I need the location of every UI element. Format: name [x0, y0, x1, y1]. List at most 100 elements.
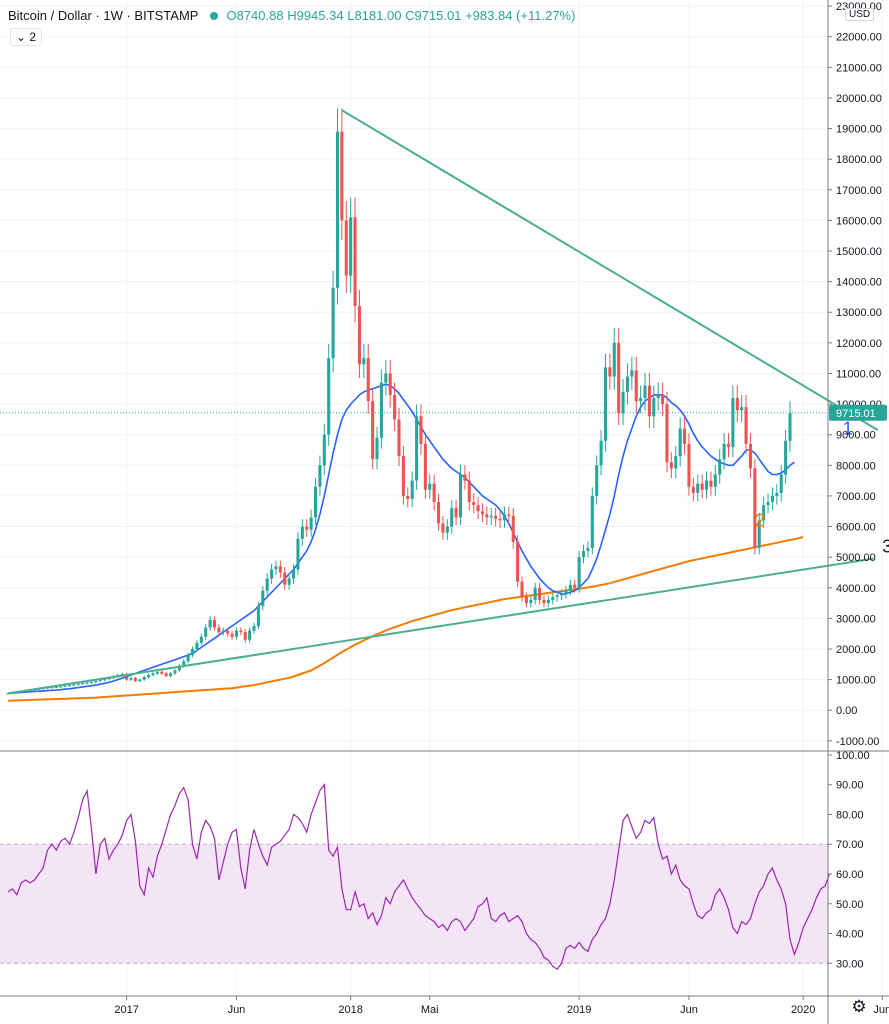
candle-body: [678, 428, 682, 457]
change-value: +983.84 (+11.27%): [465, 8, 576, 23]
candle-body: [476, 505, 480, 512]
candle-body: [533, 587, 537, 600]
candle-body: [190, 648, 195, 656]
time-axis[interactable]: 2017 Jun 2018 Mai 2019 Jun 2020 Jun: [114, 996, 889, 1016]
candle-body: [133, 678, 137, 682]
candle-body: [54, 686, 58, 688]
candle-body: [63, 685, 67, 687]
annotation-label: 2: [755, 511, 765, 531]
candle-body: [397, 419, 401, 457]
candle-body: [586, 547, 590, 552]
candle-body: [147, 675, 151, 678]
rsi-band: [0, 844, 828, 964]
candle-body: [177, 665, 181, 671]
candle-body: [735, 397, 739, 411]
price-tick-label: 15000.00: [836, 246, 882, 258]
candle-body: [335, 131, 340, 288]
candle-body: [182, 661, 186, 666]
gear-icon[interactable]: ⚙: [851, 997, 867, 1016]
candle-body: [700, 483, 704, 490]
candle-body: [696, 483, 700, 493]
candle-body: [450, 508, 454, 527]
candle-body: [212, 619, 217, 628]
time-tick-label: 2018: [338, 1004, 362, 1016]
rsi-axis[interactable]: 100.00 90.00 80.00 70.00 60.00 50.00 40.00 30.0…: [828, 750, 870, 970]
candle-body: [406, 495, 410, 499]
candle-body: [349, 217, 353, 276]
candle-body: [524, 596, 528, 604]
candle-body: [507, 514, 511, 516]
candle-body: [437, 502, 441, 524]
price-tick-label: 13000.00: [836, 307, 882, 319]
currency-badge[interactable]: USD: [845, 8, 875, 21]
candle-body: [691, 486, 695, 493]
candle-body: [573, 584, 577, 588]
candle-body: [625, 376, 629, 392]
candle-body: [520, 581, 524, 597]
time-tick-label: 2019: [567, 1004, 591, 1016]
indicator-toggle-button[interactable]: ⌄ 2: [10, 28, 43, 46]
candle-body: [467, 480, 471, 503]
price-tick-label: 8000.00: [836, 460, 876, 472]
candle-body: [748, 443, 752, 469]
symbol-title[interactable]: Bitcoin / Dollar · 1W · BITSTAMP: [8, 8, 199, 23]
price-tick-label: 7000.00: [836, 491, 876, 503]
candle-body: [85, 682, 89, 684]
candle-body: [661, 394, 665, 405]
candle-body: [353, 217, 357, 307]
candle-body: [722, 443, 726, 460]
rsi-tick-label: 40.00: [836, 929, 864, 941]
candle-body: [608, 367, 612, 377]
candle-body: [577, 557, 581, 588]
price-axis[interactable]: 23000.0022000.0021000.0020000.0019000.00…: [828, 1, 882, 748]
candle-body: [379, 382, 383, 438]
price-tick-label: 12000.00: [836, 338, 882, 350]
candle-body: [357, 306, 361, 365]
candle-body: [784, 440, 788, 475]
candle-body: [274, 566, 278, 570]
candle-body: [432, 483, 436, 503]
candle-body: [305, 526, 309, 530]
candle-body: [103, 678, 107, 681]
candle-body: [498, 518, 502, 521]
candle-body: [551, 596, 555, 600]
candle-body: [340, 131, 344, 221]
candle-body: [753, 468, 757, 548]
price-tick-label: 3000.00: [836, 613, 876, 625]
candle-body: [472, 502, 476, 506]
price-tick-label: 1000.00: [836, 675, 876, 687]
candle-body: [401, 456, 405, 496]
candle-body: [160, 671, 164, 674]
candle-body: [98, 680, 102, 682]
candle-body: [292, 569, 296, 579]
price-tick-label: 19000.00: [836, 124, 882, 136]
candle-body: [529, 600, 533, 604]
candle-body: [766, 502, 770, 506]
trendline-upper[interactable]: [341, 109, 879, 431]
rsi-tick-label: 100.00: [836, 750, 870, 762]
candle-body: [155, 671, 159, 674]
candle-body: [647, 385, 651, 417]
trendline-lower[interactable]: [7, 557, 874, 695]
candle-body: [248, 630, 252, 640]
candle-body: [138, 679, 142, 682]
candle-body: [581, 551, 586, 558]
candle-body: [410, 480, 414, 499]
candle-body: [270, 569, 274, 579]
price-tick-label: 21000.00: [836, 62, 882, 74]
candle-body: [313, 486, 318, 518]
candle-body: [327, 358, 331, 435]
candle-body: [757, 520, 761, 548]
candle-body: [643, 385, 647, 398]
candle-body: [726, 443, 731, 447]
candle-body: [762, 505, 766, 521]
time-tick-label: Jun: [873, 1004, 889, 1016]
candle-body: [278, 566, 282, 573]
candle-body: [423, 443, 427, 490]
candle-body: [252, 626, 256, 631]
candle-body: [142, 677, 146, 680]
candle-body: [542, 600, 546, 604]
grid: [0, 0, 883, 996]
market-status-dot-icon: [210, 12, 219, 21]
